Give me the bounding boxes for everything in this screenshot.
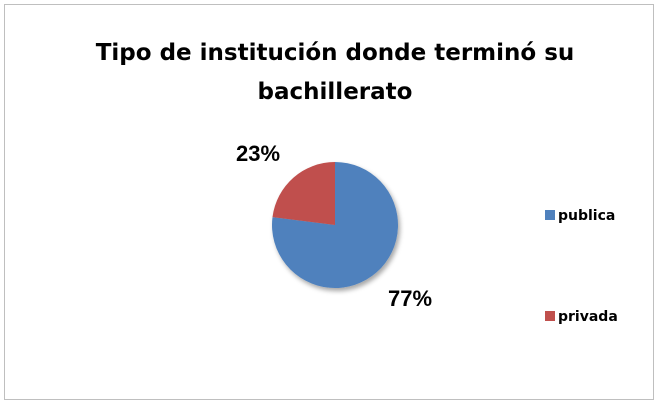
legend-swatch	[545, 311, 555, 321]
legend-swatch	[545, 210, 555, 220]
data-label: 23%	[236, 141, 280, 166]
legend-label: privada	[558, 309, 618, 325]
legend-label: publica	[558, 208, 615, 224]
data-label: 77%	[388, 286, 432, 311]
pie	[271, 162, 398, 288]
chart-frame	[4, 4, 654, 400]
pie-slice	[272, 162, 335, 225]
chart-title: Tipo de institución donde terminó su bac…	[95, 40, 575, 105]
pie-slice	[271, 162, 398, 288]
